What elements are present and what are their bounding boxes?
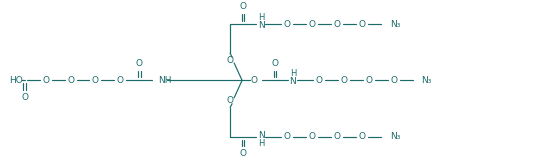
Text: O: O (358, 20, 365, 29)
Text: O: O (42, 76, 49, 85)
Text: O: O (358, 132, 365, 141)
Text: O: O (92, 76, 99, 85)
Text: O: O (67, 76, 74, 85)
Text: O: O (390, 76, 397, 85)
Text: N₃: N₃ (390, 20, 400, 29)
Text: O: O (316, 76, 323, 85)
Text: H: H (290, 69, 296, 78)
Text: N₃: N₃ (422, 76, 432, 85)
Text: O: O (308, 20, 316, 29)
Text: O: O (251, 76, 258, 85)
Text: O: O (240, 3, 246, 11)
Text: N: N (289, 77, 296, 86)
Text: H: H (258, 13, 264, 22)
Text: O: O (283, 132, 290, 141)
Text: O: O (227, 96, 234, 105)
Text: NH: NH (158, 76, 172, 85)
Text: O: O (21, 93, 28, 102)
Text: O: O (334, 20, 340, 29)
Text: O: O (240, 149, 246, 158)
Text: N: N (258, 21, 264, 30)
Text: O: O (227, 56, 234, 65)
Text: O: O (308, 132, 316, 141)
Text: O: O (117, 76, 124, 85)
Text: N₃: N₃ (390, 132, 400, 141)
Text: O: O (136, 59, 143, 68)
Text: N: N (258, 131, 264, 140)
Text: O: O (340, 76, 347, 85)
Text: O: O (365, 76, 372, 85)
Text: HO: HO (9, 76, 22, 85)
Text: O: O (283, 20, 290, 29)
Text: O: O (271, 59, 278, 68)
Text: O: O (334, 132, 340, 141)
Text: H: H (258, 139, 264, 148)
